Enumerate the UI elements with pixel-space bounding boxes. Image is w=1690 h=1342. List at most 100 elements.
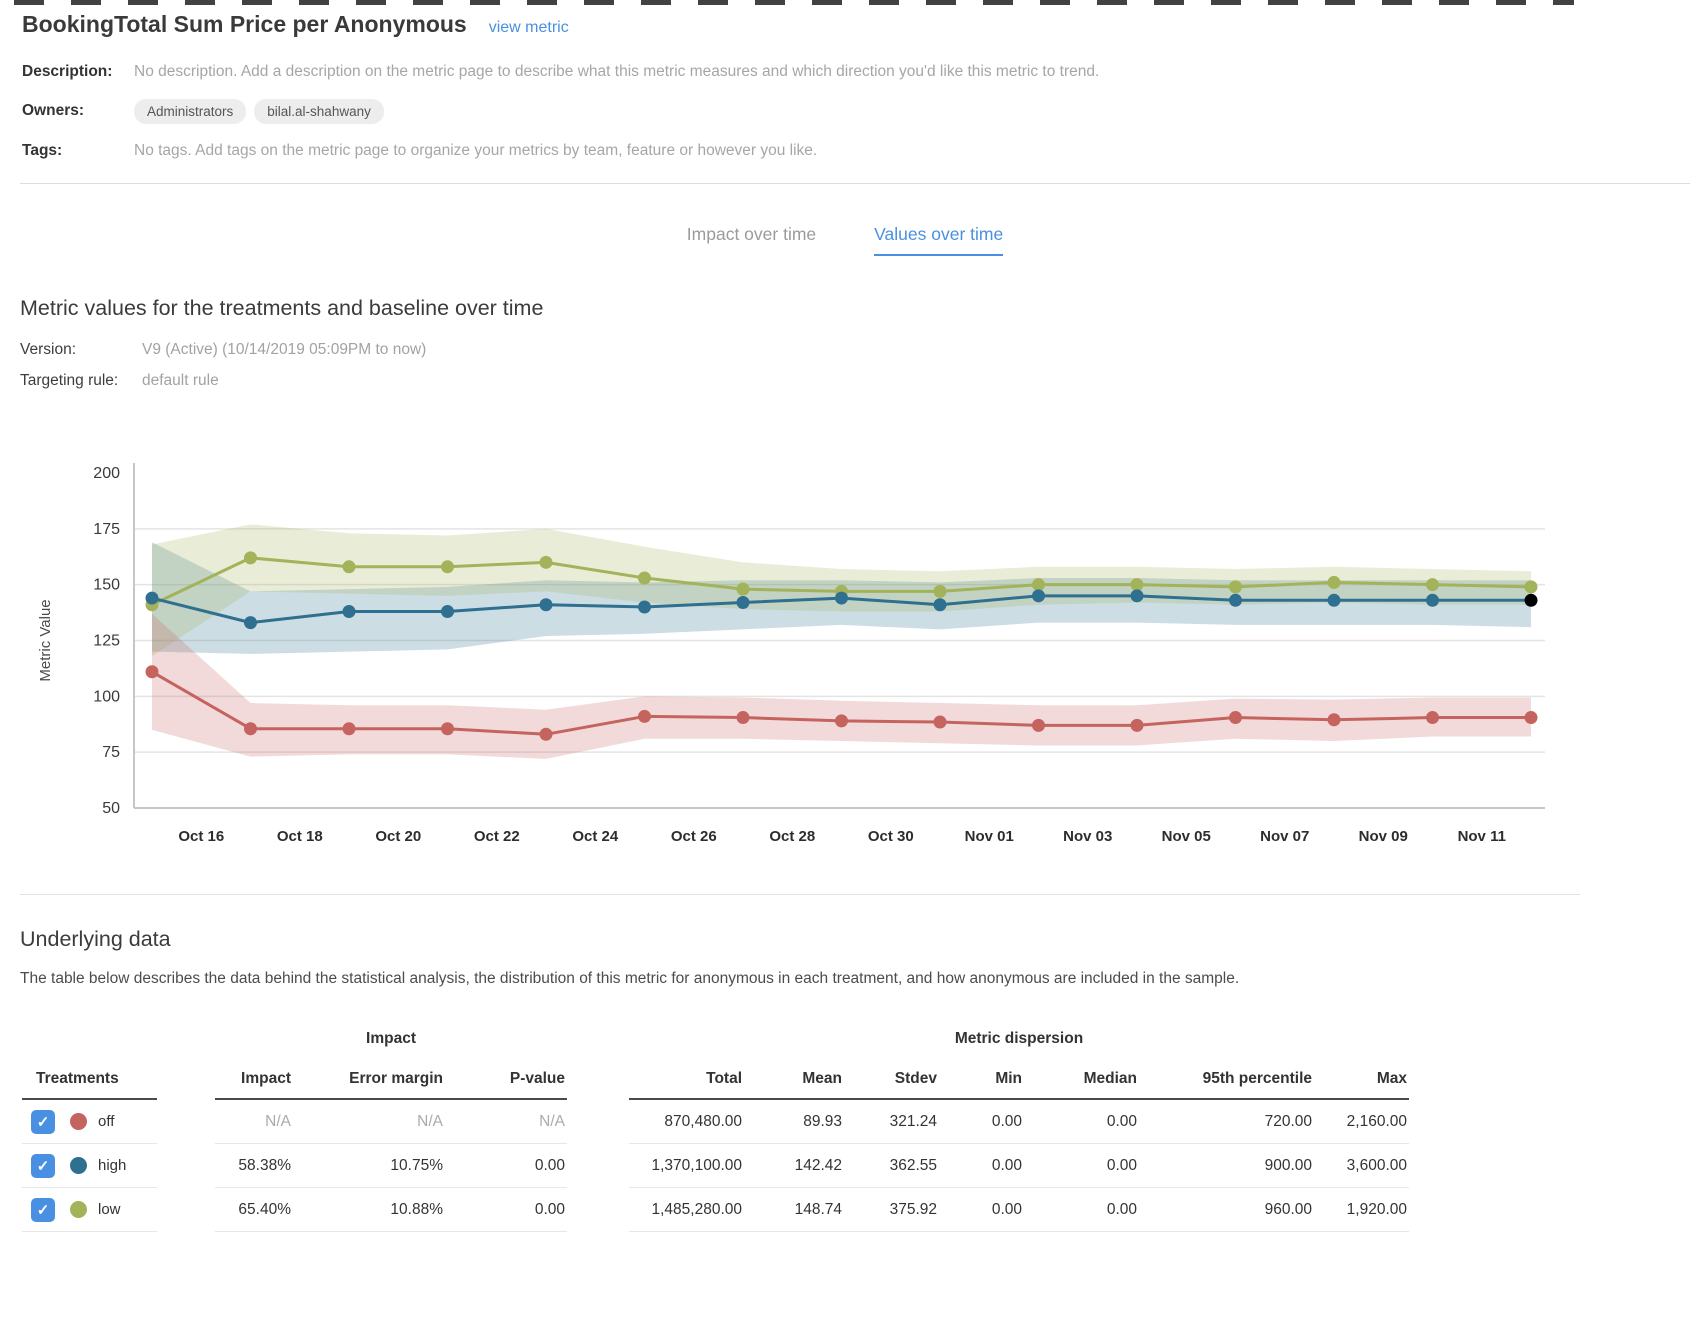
impact-rows: N/A N/A N/A 58.38% 10.75% 0.00 65.40% 10.88% 0.0… — [215, 1100, 567, 1232]
page-header: BookingTotal Sum Price per Anonymous vie… — [0, 0, 1690, 38]
data-point-off — [1130, 718, 1144, 732]
metric-meta: Description: No description. Add a descr… — [22, 60, 1690, 163]
data-point-low — [244, 551, 257, 565]
table-cell: Error margin — [349, 1070, 443, 1087]
table-cell: 3,600.00 — [1346, 1156, 1407, 1174]
treatment-checkbox-low[interactable]: ✓ — [31, 1197, 55, 1222]
tags-value: No tags. Add tags on the metric page to … — [134, 142, 818, 159]
data-point-high — [145, 591, 159, 605]
data-point-high — [1426, 593, 1439, 607]
table-cell: 321.24 — [889, 1112, 937, 1130]
table-cell: 89.93 — [803, 1112, 842, 1130]
view-metric-link[interactable]: view metric — [488, 19, 569, 36]
data-point-low — [342, 560, 356, 574]
table-cell: Median — [1083, 1070, 1137, 1087]
table-cell: 0.00 — [1106, 1156, 1137, 1174]
treatment-row-high: ✓ high — [22, 1144, 157, 1188]
y-tick-label: 200 — [93, 465, 120, 482]
data-point-low — [539, 555, 553, 569]
header-divider — [20, 183, 1690, 184]
impact-row-high: 58.38% 10.75% 0.00 — [215, 1144, 567, 1188]
tab-values-over-time[interactable]: Values over time — [874, 224, 1004, 256]
chart-divider — [20, 894, 1580, 895]
table-cell: 362.55 — [889, 1156, 937, 1174]
x-tick-label: Oct 20 — [375, 828, 421, 845]
impact-group: Impact Impact Error margin P-value N/A N/A N… — [215, 1030, 567, 1232]
treatment-checkbox-off[interactable]: ✓ — [31, 1109, 55, 1134]
table-cell: 375.92 — [889, 1200, 937, 1218]
data-point-low — [736, 582, 750, 596]
treatment-label: low — [98, 1201, 121, 1218]
data-point-low — [933, 584, 947, 598]
y-tick-label: 125 — [93, 633, 120, 650]
targeting-rule-label: Targeting rule: — [20, 372, 119, 389]
y-tick-label: 75 — [102, 744, 120, 761]
table-cell: 10.88% — [390, 1200, 443, 1218]
data-point-high — [1229, 593, 1242, 607]
data-point-off — [1426, 711, 1439, 725]
data-point-high — [835, 591, 848, 605]
version-info: Version: V9 (Active) (10/14/2019 05:09PM… — [20, 341, 1690, 390]
version-value: V9 (Active) (10/14/2019 05:09PM to now) — [142, 341, 427, 358]
x-tick-label: Nov 07 — [1260, 828, 1309, 845]
treatment-label: off — [98, 1113, 115, 1130]
data-point-high — [1524, 593, 1538, 607]
y-tick-label: 100 — [93, 688, 120, 705]
owners-label: Owners: — [22, 102, 85, 119]
impact-group-label: Impact — [366, 1030, 416, 1047]
treatment-label: high — [98, 1157, 127, 1174]
x-tick-label: Nov 01 — [965, 828, 1014, 845]
data-point-off — [145, 665, 159, 679]
metric-dispersion-group-label: Metric dispersion — [954, 1030, 1084, 1047]
table-cell: 95th percentile — [1202, 1070, 1312, 1087]
treatments-column: Treatments ✓ off ✓ high ✓ low — [22, 1030, 157, 1232]
data-point-off — [638, 709, 651, 723]
data-point-high — [539, 598, 553, 612]
table-cell: N/A — [539, 1112, 565, 1130]
impact-column-headers: Impact Error margin P-value — [215, 1060, 567, 1100]
table-cell: 142.42 — [794, 1156, 842, 1174]
dispersion-row-low: 1,485,280.00 148.74 375.92 0.00 0.00 960.00 1,… — [629, 1188, 1409, 1232]
description-label: Description: — [22, 63, 113, 80]
underlying-data-table: Treatments ✓ off ✓ high ✓ low Impact Imp… — [22, 1030, 1690, 1232]
tab-impact-over-time[interactable]: Impact over time — [686, 224, 817, 244]
data-point-off — [933, 715, 947, 729]
y-axis-title: Metric Value — [37, 599, 54, 681]
data-point-off — [539, 727, 553, 741]
y-tick-label: 150 — [93, 577, 120, 594]
table-cell: 0.00 — [534, 1200, 565, 1218]
underlying-data-heading: Underlying data — [20, 927, 171, 951]
data-point-low — [1229, 580, 1242, 594]
treatment-color-dot-off — [70, 1113, 87, 1130]
x-tick-label: Nov 03 — [1063, 828, 1112, 845]
dispersion-column-headers: Total Mean Stdev Min Median 95th percentile Ma… — [629, 1060, 1409, 1100]
page-title: BookingTotal Sum Price per Anonymous — [22, 11, 467, 37]
version-label: Version: — [20, 341, 77, 358]
view-tabs: Impact over time Values over time — [0, 224, 1690, 256]
treatment-color-dot-high — [70, 1157, 87, 1174]
table-cell: Impact — [241, 1070, 291, 1087]
data-point-low — [1524, 580, 1538, 594]
treatment-checkbox-high[interactable]: ✓ — [31, 1153, 55, 1178]
data-point-off — [1327, 713, 1341, 727]
data-point-low — [638, 571, 651, 585]
y-tick-label: 50 — [102, 800, 120, 817]
table-cell: 10.75% — [390, 1156, 443, 1174]
treatment-row-low: ✓ low — [22, 1188, 157, 1232]
metric-dispersion-group: Metric dispersion Total Mean Stdev Min Media… — [629, 1030, 1409, 1232]
x-tick-label: Nov 11 — [1458, 828, 1506, 845]
tags-row: Tags: No tags. Add tags on the metric pa… — [22, 139, 1690, 163]
data-point-low — [1130, 578, 1144, 592]
table-cell: 0.00 — [991, 1112, 1022, 1130]
data-point-off — [244, 722, 257, 736]
data-point-high — [342, 604, 356, 618]
table-cell: 0.00 — [534, 1156, 565, 1174]
impact-row-off: N/A N/A N/A — [215, 1100, 567, 1144]
x-tick-label: Oct 28 — [769, 828, 815, 845]
dispersion-rows: 870,480.00 89.93 321.24 0.00 0.00 720.00 2,160… — [629, 1100, 1409, 1232]
table-cell: 148.74 — [794, 1200, 842, 1218]
owner-chips: Administrators bilal.al-shahwany — [134, 99, 384, 124]
data-point-off — [835, 714, 848, 728]
data-point-off — [1524, 711, 1538, 725]
treatment-row-off: ✓ off — [22, 1100, 157, 1144]
